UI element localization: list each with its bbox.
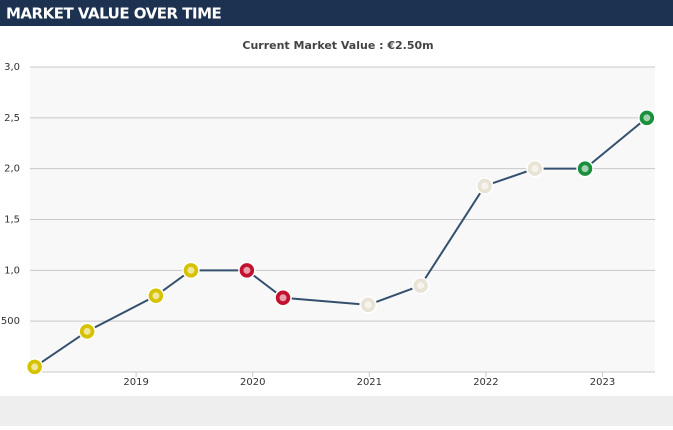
y-tick-label: 3,0 — [4, 62, 20, 73]
point-inner — [643, 114, 651, 122]
y-tick-label: 2,0 — [4, 164, 20, 175]
point-inner — [581, 165, 589, 173]
point-inner — [279, 294, 287, 302]
y-tick-label: 2,5 — [4, 113, 20, 124]
point-inner — [83, 327, 91, 335]
point-inner — [531, 165, 539, 173]
point-inner — [364, 301, 372, 309]
x-tick-label: 2020 — [240, 377, 265, 388]
footer-strip — [0, 396, 673, 426]
point-inner — [243, 266, 251, 274]
point-inner — [152, 292, 160, 300]
x-tick-label: 2023 — [590, 377, 615, 388]
header-bar — [0, 0, 673, 26]
point-inner — [31, 363, 39, 371]
point-inner — [187, 266, 195, 274]
y-tick-label: 1,5 — [4, 215, 20, 226]
x-tick-label: 2022 — [473, 377, 498, 388]
x-tick-label: 2021 — [357, 377, 382, 388]
header-title: MARKET VALUE OVER TIME — [6, 5, 221, 23]
x-tick-label: 2019 — [123, 377, 148, 388]
point-inner — [417, 282, 425, 290]
chart-title: Current Market Value : €2.50m — [242, 39, 433, 52]
y-tick-label: 500 — [1, 316, 20, 327]
point-inner — [481, 182, 489, 190]
y-tick-label: 1,0 — [4, 265, 20, 276]
